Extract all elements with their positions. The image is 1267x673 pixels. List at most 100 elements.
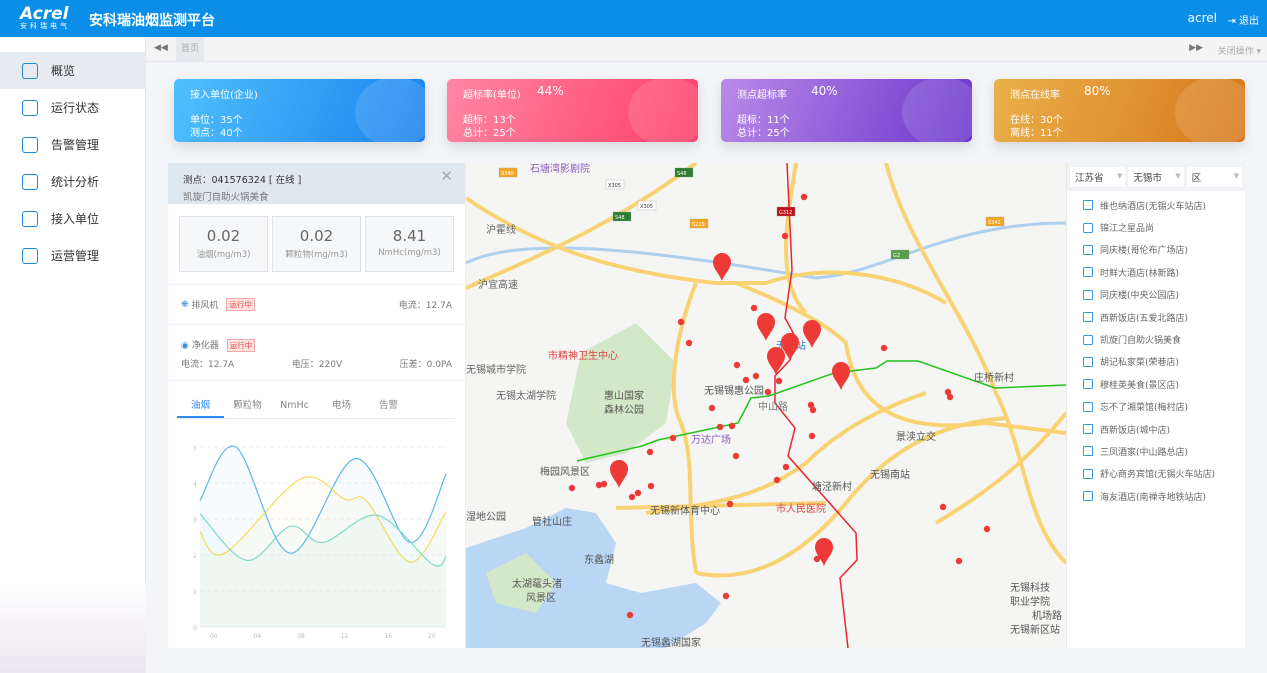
- chart-tab-2[interactable]: NmHc: [280, 400, 309, 411]
- chart-tab-1[interactable]: 颗粒物: [233, 400, 262, 411]
- monitor-point[interactable]: [626, 611, 634, 619]
- menu-icon: [22, 136, 38, 153]
- unit-list-item[interactable]: 锦江之星品尚: [1067, 216, 1245, 238]
- monitor-point[interactable]: [813, 555, 821, 563]
- purifier-name: 净化器: [191, 341, 219, 351]
- metric-label: NmHc(mg/m3): [378, 248, 441, 258]
- monitor-point[interactable]: [647, 482, 655, 490]
- stat-card: 测点在线率 80% 在线：30个 离线：11个: [994, 79, 1245, 142]
- logout-button[interactable]: ⇥ 退出: [1227, 12, 1259, 27]
- scroll-right-icon[interactable]: ▶▶: [1189, 43, 1203, 53]
- monitor-point[interactable]: [807, 401, 815, 409]
- monitor-point[interactable]: [752, 372, 760, 380]
- monitor-point[interactable]: [955, 557, 963, 565]
- username[interactable]: acrel: [1187, 11, 1217, 25]
- scroll-left-icon[interactable]: ◀◀: [154, 43, 168, 53]
- tab-bar: ◀◀ 首页 ▶▶ 关闭操作 ▾: [146, 37, 1267, 62]
- map-pin-icon[interactable]: [781, 333, 799, 361]
- unit-list-item[interactable]: 三凤酒家(中山路总店): [1067, 440, 1245, 462]
- unit-list-item[interactable]: 穆桂英美食(景区店): [1067, 373, 1245, 395]
- monitor-point[interactable]: [781, 232, 789, 240]
- monitor-point[interactable]: [750, 304, 758, 312]
- city-select[interactable]: 无锡市 ▼: [1128, 167, 1184, 187]
- unit-list-item[interactable]: 西新饭店(城中店): [1067, 418, 1245, 440]
- sidebar-item-0[interactable]: 概览: [0, 52, 145, 89]
- monitor-point[interactable]: [944, 388, 952, 396]
- monitor-point[interactable]: [669, 434, 677, 442]
- monitor-point[interactable]: [939, 503, 947, 511]
- unit-list-item[interactable]: 舒心商务宾馆(无锡火车站店): [1067, 463, 1245, 485]
- monitor-point[interactable]: [728, 422, 736, 430]
- map-pin-icon[interactable]: [803, 320, 821, 348]
- chart-tab-4[interactable]: 告警: [378, 400, 398, 411]
- map-label: 管社山庄: [532, 515, 572, 528]
- map-pin-icon[interactable]: [767, 347, 785, 375]
- monitor-point[interactable]: [808, 432, 816, 440]
- monitor-point[interactable]: [685, 339, 693, 347]
- building-icon: [1083, 491, 1093, 502]
- monitor-point[interactable]: [733, 361, 741, 369]
- unit-list-item[interactable]: 海友酒店(南禅寺地铁站店): [1067, 485, 1245, 507]
- monitor-point[interactable]: [722, 592, 730, 600]
- tab-home[interactable]: 首页: [176, 37, 204, 62]
- monitor-point[interactable]: [773, 476, 781, 484]
- road: [735, 281, 1066, 435]
- monitor-point[interactable]: [568, 484, 576, 492]
- map-pin-icon[interactable]: [832, 362, 850, 390]
- close-ops-dropdown[interactable]: 关闭操作 ▾: [1217, 47, 1261, 57]
- monitor-point[interactable]: [782, 463, 790, 471]
- unit-list-item[interactable]: 凯旋门自助火锅美食: [1067, 328, 1245, 350]
- sidebar-item-2[interactable]: 告警管理: [0, 126, 145, 163]
- province-select[interactable]: 江苏省 ▼: [1070, 167, 1126, 187]
- unit-list-item[interactable]: 维也纳酒店(无锡火车站店): [1067, 194, 1245, 216]
- sidebar-item-4[interactable]: 接入单位: [0, 200, 145, 237]
- map-label: 太湖鼋头渚: [512, 577, 562, 590]
- x-tick-label: 00: [210, 633, 218, 640]
- monitor-point[interactable]: [726, 500, 734, 508]
- map-label: 无锡城市学院: [466, 363, 526, 376]
- monitor-point[interactable]: [800, 193, 808, 201]
- map-pin-icon[interactable]: [610, 460, 628, 488]
- map-pin-icon[interactable]: [815, 538, 833, 566]
- card-decor-icon: [1175, 79, 1245, 142]
- monitor-point[interactable]: [742, 376, 750, 384]
- chart-tab-0[interactable]: 油烟: [177, 395, 224, 418]
- monitor-point[interactable]: [775, 377, 783, 385]
- sidebar-item-5[interactable]: 运营管理: [0, 237, 145, 274]
- road: [671, 282, 698, 574]
- monitor-point[interactable]: [595, 481, 603, 489]
- sidebar-item-3[interactable]: 统计分析: [0, 163, 145, 200]
- unit-list-item[interactable]: 忘不了湘菜馆(梅村店): [1067, 396, 1245, 418]
- unit-list-item[interactable]: 西新饭店(五爱北路店): [1067, 306, 1245, 328]
- sidebar-item-1[interactable]: 运行状态: [0, 89, 145, 126]
- monitor-point[interactable]: [628, 493, 636, 501]
- unit-list-item[interactable]: 胡记私家菜(荣巷店): [1067, 351, 1245, 373]
- map-label: 石塘湾影剧院: [530, 163, 590, 175]
- monitor-point[interactable]: [708, 404, 716, 412]
- monitor-point[interactable]: [946, 393, 954, 401]
- card-title: 接入单位(企业): [190, 90, 258, 101]
- monitor-point[interactable]: [732, 452, 740, 460]
- monitor-point[interactable]: [600, 480, 608, 488]
- monitor-point[interactable]: [983, 525, 991, 533]
- monitor-point[interactable]: [646, 448, 654, 456]
- map-pin-icon[interactable]: [713, 253, 731, 281]
- stat-card: 超标率(单位) 44% 超标：13个 总计：25个: [447, 79, 698, 142]
- unit-list-item[interactable]: 时鲜大酒店(林新路): [1067, 261, 1245, 283]
- map-pin-icon[interactable]: [757, 313, 775, 341]
- monitor-point[interactable]: [764, 388, 772, 396]
- chart-tab-3[interactable]: 电场: [331, 400, 351, 411]
- metric-value: 0.02: [206, 227, 241, 245]
- close-icon[interactable]: ✕: [440, 167, 453, 185]
- monitor-point[interactable]: [634, 489, 642, 497]
- map[interactable]: 石塘湾影剧院 沪霍线 沪宜高速 市精神卫生中心 无锡城市学院 无锡太湖学院 惠山国家 森林公园…: [466, 163, 1066, 648]
- unit-list-item[interactable]: 同庆楼(哥伦布广场店): [1067, 239, 1245, 261]
- monitor-point[interactable]: [880, 344, 888, 352]
- monitor-point[interactable]: [716, 423, 724, 431]
- monitor-point[interactable]: [677, 318, 685, 326]
- district-select[interactable]: 区 ▼: [1186, 167, 1242, 187]
- unit-name: 同庆楼(哥伦布广场店): [1100, 246, 1189, 257]
- unit-list-item[interactable]: 同庆楼(中央公园店): [1067, 284, 1245, 306]
- monitor-point[interactable]: [809, 406, 817, 414]
